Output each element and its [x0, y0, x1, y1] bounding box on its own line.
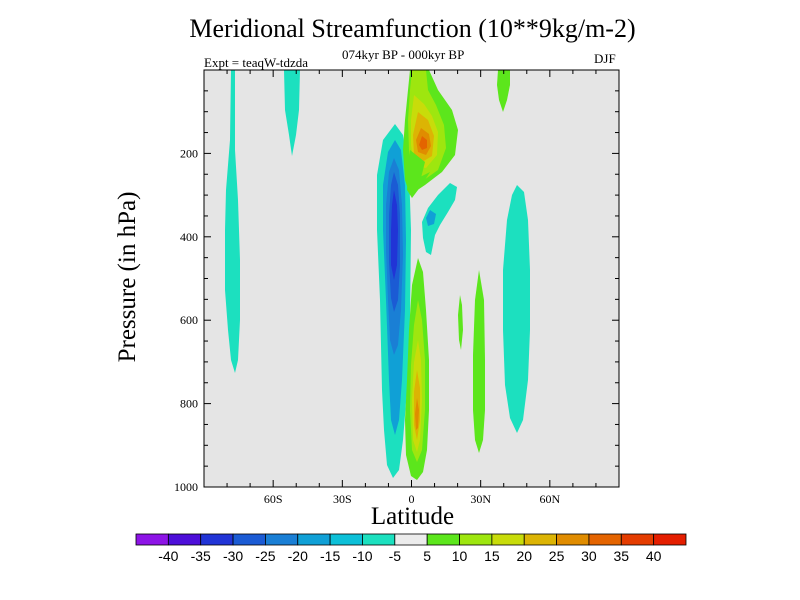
colorbar-label: 5 — [423, 548, 431, 564]
colorbar-label: -5 — [389, 548, 402, 564]
cell-nh-upper-positive-lobe — [407, 150, 425, 198]
colorbar-box — [200, 533, 234, 546]
colorbar-box — [653, 533, 687, 546]
colorbar-label: -30 — [223, 548, 243, 564]
colorbar-box — [491, 533, 525, 546]
colorbar-box — [362, 533, 396, 546]
colorbar-label: -35 — [191, 548, 211, 564]
x-axis: 60S 30S 0 30N 60N — [203, 70, 620, 506]
colorbar-label: -10 — [352, 548, 372, 564]
colorbar-box — [394, 533, 428, 546]
cell-nh-mid-negative-core — [426, 210, 436, 226]
colorbar-box — [329, 533, 363, 546]
cell-nh-upper-small-positive — [497, 70, 510, 112]
experiment-label: Expt = teaqW-tdzda — [204, 55, 309, 70]
y-tick-label: 400 — [180, 230, 198, 244]
colorbar-label: -15 — [320, 548, 340, 564]
cell-tropical-negative-30 — [391, 190, 398, 280]
x-tick-label: 60N — [539, 492, 560, 506]
y-tick-label: 1000 — [174, 480, 198, 494]
colorbar-box — [135, 533, 169, 546]
colorbar-box — [426, 533, 460, 546]
colorbar-label: -20 — [288, 548, 308, 564]
colorbar-label: 35 — [614, 548, 630, 564]
colorbar-label: 25 — [549, 548, 565, 564]
colorbar-box — [588, 533, 622, 546]
cell-nh-narrow-positive — [473, 270, 485, 453]
colorbar-box — [556, 533, 590, 546]
colorbar-label: 10 — [452, 548, 468, 564]
colorbar-label: 15 — [484, 548, 500, 564]
colorbar-label: 40 — [646, 548, 662, 564]
colorbar-box — [167, 533, 202, 546]
cell-nh-upper-positive-30 — [419, 136, 427, 150]
cell-sh-high-lat-strip — [225, 70, 240, 373]
colorbar-box — [232, 533, 266, 546]
x-tick-label: 60S — [264, 492, 283, 506]
cell-nh-midlat-negative — [503, 185, 530, 433]
y-tick-label: 800 — [180, 397, 198, 411]
x-tick-label: 30N — [470, 492, 491, 506]
x-tick-label: 30S — [333, 492, 352, 506]
cell-nh-sliver-positive — [458, 295, 463, 350]
colorbar-box — [523, 533, 557, 546]
cell-sh-upper-tongue — [284, 70, 300, 156]
colorbar-label: -25 — [255, 548, 275, 564]
colorbar-box — [265, 533, 299, 546]
y-axis: 200 400 600 800 1000 — [174, 69, 619, 494]
colorbar-box — [459, 533, 493, 546]
cell-nh-upper-positive-stem — [411, 172, 430, 196]
colorbar-box — [297, 533, 331, 546]
chart-title: Meridional Streamfunction (10**9kg/m-2) — [189, 14, 636, 43]
y-tick-label: 600 — [180, 313, 198, 327]
contour-cells — [225, 70, 530, 480]
colorbar-boxes — [135, 533, 687, 546]
colorbar-labels: -40 -35 -30 -25 -20 -15 -10 -5 5 10 15 20 25 30 35 40 — [158, 548, 661, 564]
season-label: DJF — [594, 51, 616, 66]
cell-nh-mid-negative — [422, 183, 457, 255]
colorbar-label: 20 — [516, 548, 532, 564]
colorbar-label: 30 — [581, 548, 597, 564]
y-tick-label: 200 — [180, 146, 198, 160]
cell-nh-lower-positive-25 — [415, 398, 419, 430]
colorbar-box — [620, 533, 655, 546]
colorbar-label: -40 — [158, 548, 178, 564]
chart-subtitle: 074kyr BP - 000kyr BP — [342, 47, 465, 62]
x-tick-label: 0 — [409, 492, 415, 506]
x-axis-label: Latitude — [370, 503, 455, 530]
